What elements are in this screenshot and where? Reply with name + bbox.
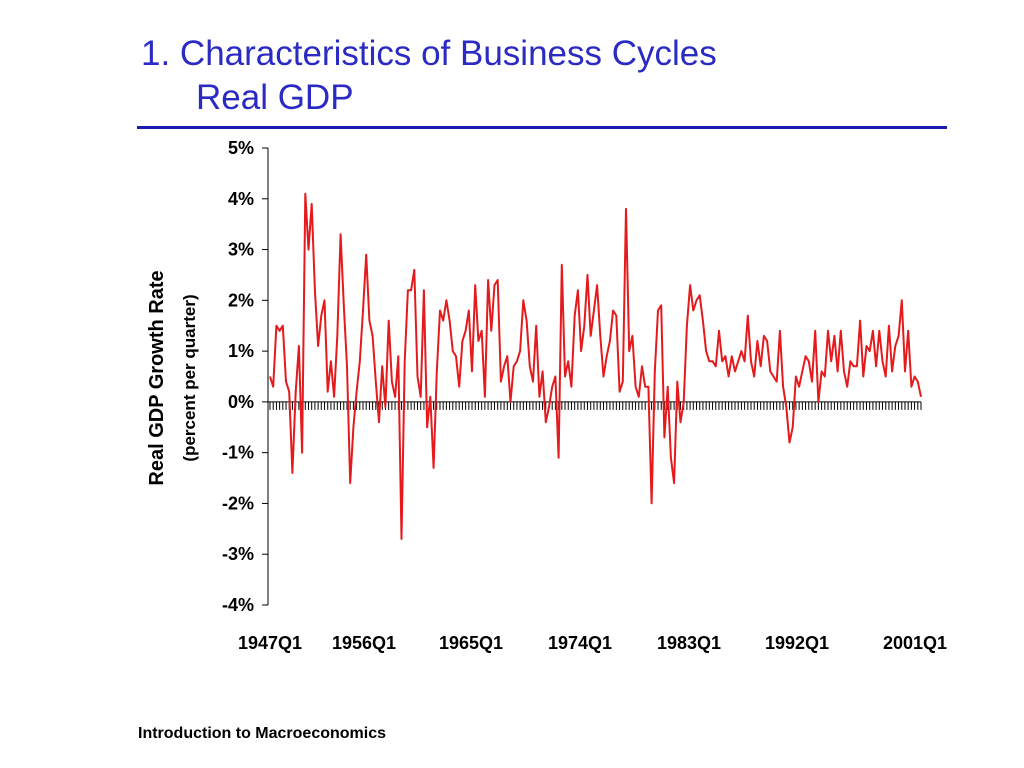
slide-title: 1. Characteristics of Business Cycles Re…	[141, 32, 717, 120]
x-tick-label: 1974Q1	[548, 633, 612, 653]
y-tick-label: -2%	[222, 493, 254, 513]
y-axis-sublabel: (percent per quarter)	[180, 294, 199, 461]
gdp-growth-series-line	[269, 192, 922, 540]
x-tick-label: 1956Q1	[332, 633, 396, 653]
y-tick-label: -4%	[222, 595, 254, 615]
slide-title-line2: Real GDP	[196, 78, 354, 117]
y-axis-label: Real GDP Growth Rate	[146, 270, 168, 485]
y-tick-label: 2%	[228, 290, 254, 310]
title-rule	[137, 126, 947, 129]
x-tick-label: 2001Q1	[883, 633, 947, 653]
slide-footer: Introduction to Macroeconomics	[138, 725, 387, 742]
slide-title-line1: 1. Characteristics of Business Cycles	[141, 34, 717, 73]
y-tick-label: -1%	[222, 443, 254, 463]
y-tick-label: 5%	[228, 138, 254, 158]
y-tick-label: 4%	[228, 189, 254, 209]
y-tick-label: 0%	[228, 392, 254, 412]
gdp-growth-chart: Real GDP Growth Rate (percent per quarte…	[146, 138, 947, 653]
x-tick-label: 1992Q1	[765, 633, 829, 653]
x-tick-label: 1965Q1	[439, 633, 503, 653]
y-tick-label: 3%	[228, 240, 254, 260]
y-tick-label: -3%	[222, 544, 254, 564]
x-tick-label: 1947Q1	[238, 633, 302, 653]
x-tick-label: 1983Q1	[657, 633, 721, 653]
y-tick-label: 1%	[228, 341, 254, 361]
